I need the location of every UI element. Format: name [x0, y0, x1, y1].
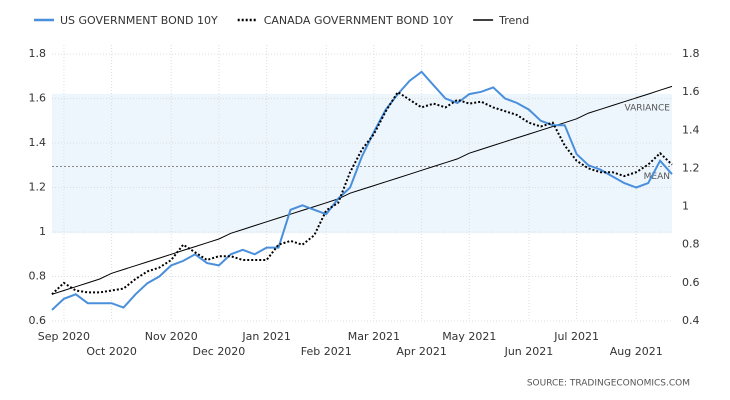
x-tick-label: Nov 2020	[145, 330, 198, 343]
x-tick-label: May 2021	[442, 330, 496, 343]
y2-tick-label: 0.4	[682, 314, 700, 327]
y2-tick-label: 1.6	[682, 85, 700, 98]
x-tick-label: Oct 2020	[86, 345, 137, 358]
x-tick-label: Feb 2021	[301, 345, 352, 358]
legend-label: Trend	[498, 14, 529, 27]
y-tick-label: 1.4	[29, 136, 47, 149]
y2-tick-label: 1.8	[682, 47, 700, 60]
y-tick-label: 1.8	[29, 47, 47, 60]
source: SOURCE: TRADINGECONOMICS.COM	[527, 379, 690, 389]
x-tick-label: Jun 2021	[504, 345, 554, 358]
y2-tick-label: 1.4	[682, 123, 700, 136]
x-tick-label: Jul 2021	[553, 330, 599, 343]
x-tick-label: Dec 2020	[193, 345, 246, 358]
y-tick-label: 0.6	[29, 314, 47, 327]
y-tick-label: 1.2	[29, 181, 47, 194]
y-tick-label: 1	[39, 225, 46, 238]
y-tick-label: 1.6	[29, 92, 47, 105]
y2-tick-label: 1.2	[682, 161, 700, 174]
mean-label: MEAN	[644, 172, 670, 182]
x-tick-label: Apr 2021	[396, 345, 447, 358]
variance-label: VARIANCE	[624, 104, 670, 114]
series-line	[51, 85, 673, 295]
x-tick-label: Mar 2021	[348, 330, 400, 343]
legend-label: US GOVERNMENT BOND 10Y	[60, 14, 218, 27]
series-line	[51, 70, 673, 311]
y2-tick-label: 1	[682, 200, 689, 213]
legend-label: CANADA GOVERNMENT BOND 10Y	[264, 14, 454, 27]
y-tick-label: 0.8	[29, 270, 47, 283]
variance-band	[52, 94, 672, 234]
x-tick-label: Jan 2021	[241, 330, 290, 343]
x-tick-label: Sep 2020	[38, 330, 90, 343]
series-line	[51, 90, 673, 296]
x-tick-label: Aug 2021	[610, 345, 663, 358]
y2-tick-label: 0.8	[682, 238, 700, 251]
y2-tick-label: 0.6	[682, 276, 700, 289]
